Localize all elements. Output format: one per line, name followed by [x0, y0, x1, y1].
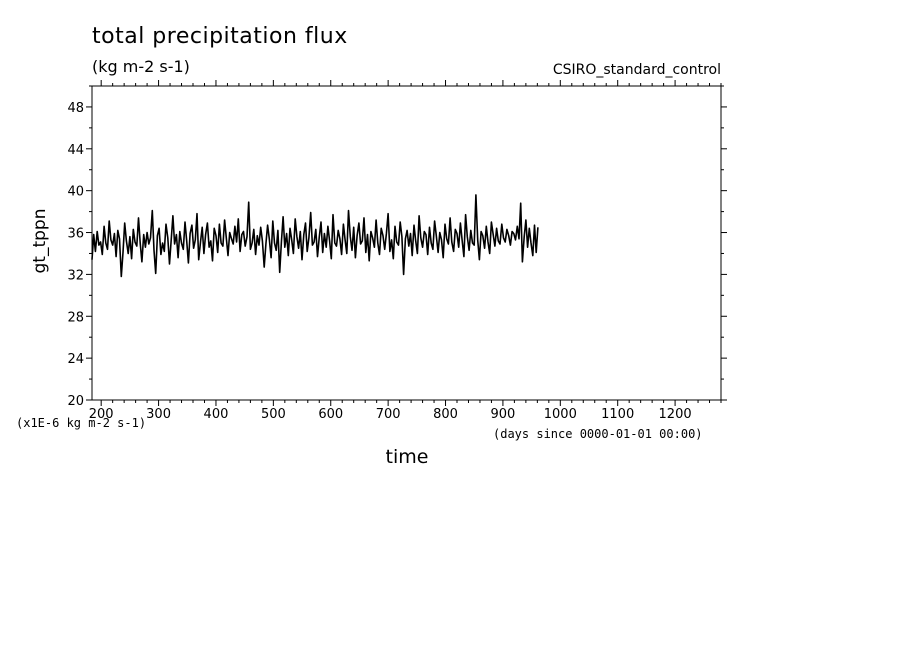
dataset-source-label: CSIRO_standard_control	[552, 62, 721, 78]
series-line	[91, 194, 539, 278]
plot-frame	[91, 85, 722, 401]
y-tick-label: 20	[67, 394, 84, 409]
y-tick-label: 28	[67, 310, 84, 325]
x-tick-label: 1000	[544, 407, 577, 422]
x-tick-label: 1100	[601, 407, 634, 422]
x-tick-label: 600	[318, 407, 343, 422]
x-tick-label: 300	[146, 407, 171, 422]
y-scale-note: (x1E-6 kg m-2 s-1)	[16, 416, 147, 430]
x-tick-label: 700	[376, 407, 401, 422]
y-tick-label: 32	[67, 268, 84, 283]
x-tick-label: 200	[89, 407, 114, 422]
y-tick-label: 48	[67, 101, 84, 116]
axis-tick-labels: 20 24 28 32 36 40 44 48 200 300 400 500 600 700 800 900…	[67, 101, 691, 422]
y-tick-label: 36	[67, 227, 84, 242]
x-tick-label: 500	[261, 407, 286, 422]
chart-subtitle-units: (kg m-2 s-1)	[92, 57, 190, 76]
x-axis-label: time	[385, 446, 429, 468]
chart-title: total precipitation flux	[92, 24, 348, 49]
x-tick-label: 800	[433, 407, 458, 422]
y-tick-label: 40	[67, 185, 84, 200]
x-units-note: (days since 0000-01-01 00:00)	[493, 427, 703, 441]
axis-ticks	[86, 80, 727, 406]
x-tick-label: 1200	[659, 407, 692, 422]
x-tick-label: 900	[491, 407, 516, 422]
y-tick-label: 24	[67, 352, 84, 367]
y-tick-label: 44	[67, 143, 84, 158]
x-tick-label: 400	[204, 407, 229, 422]
